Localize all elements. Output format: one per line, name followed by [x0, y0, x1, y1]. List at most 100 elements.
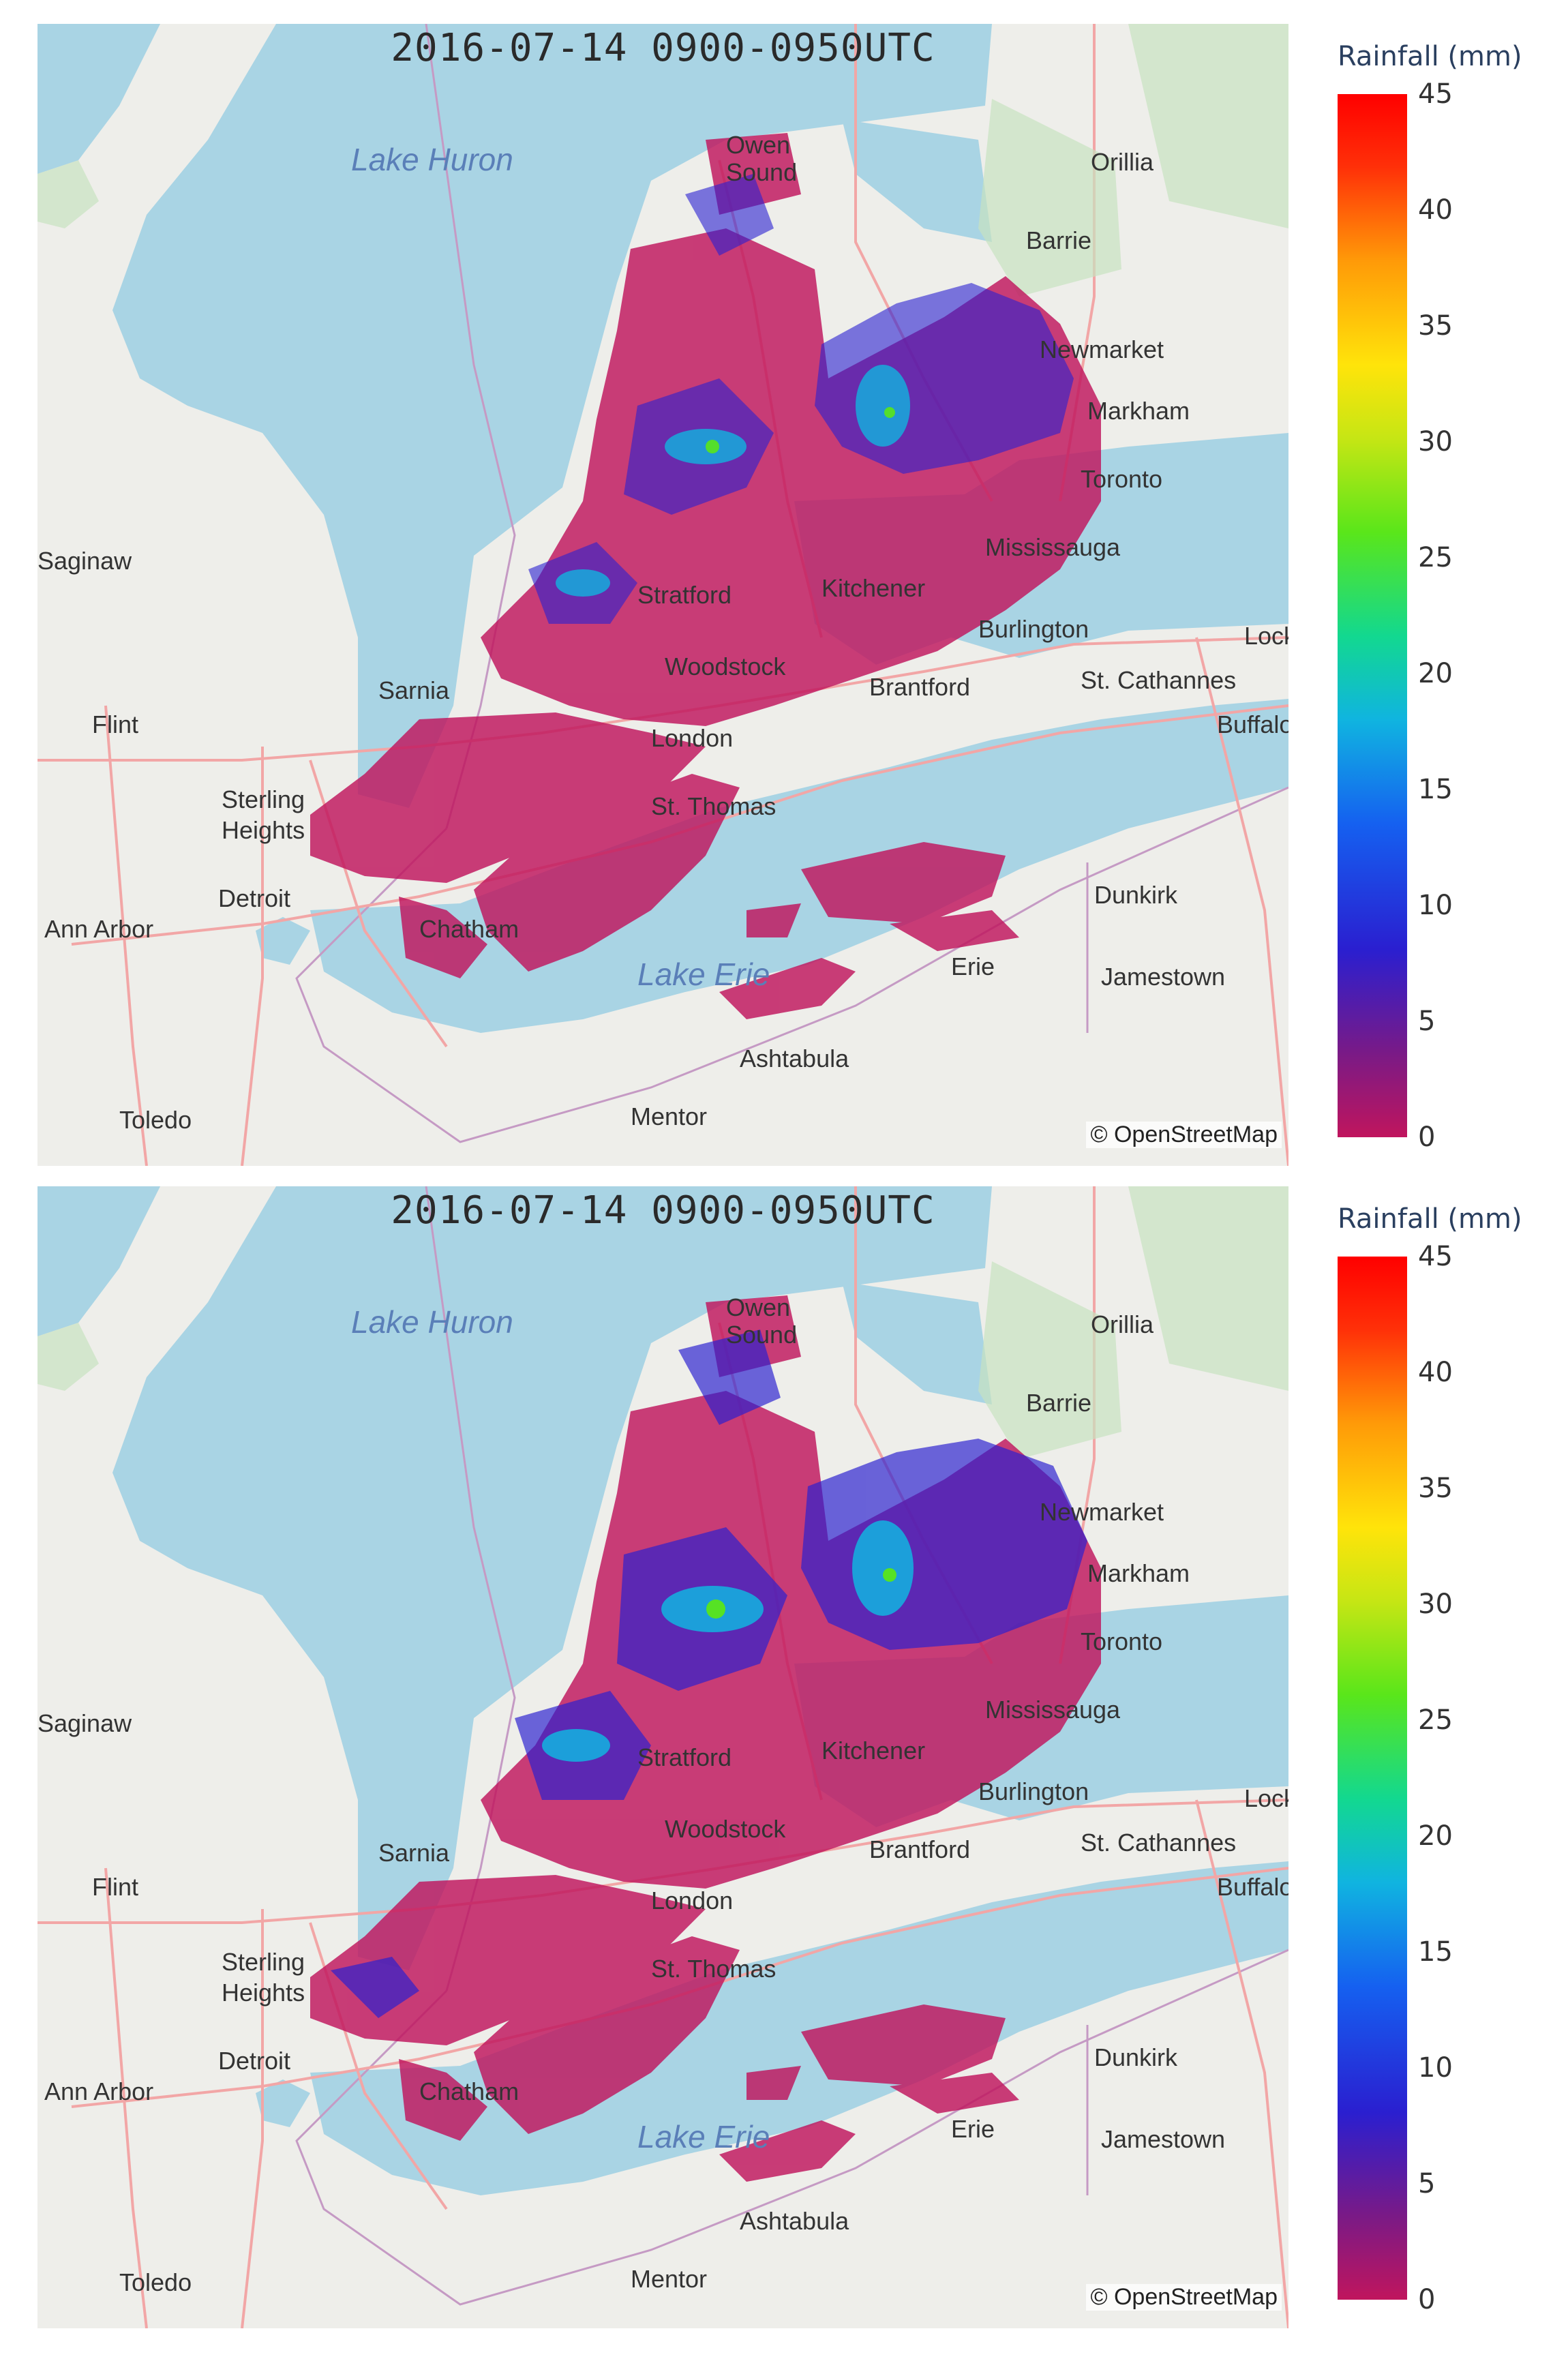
colorbar-tick: 0 [1418, 1122, 1436, 1153]
svg-text:Lake Huron: Lake Huron [351, 142, 513, 177]
svg-text:Sterling: Sterling [222, 785, 305, 813]
svg-text:Woodstock: Woodstock [665, 1815, 786, 1843]
svg-text:Saginaw: Saginaw [37, 547, 132, 575]
svg-text:Brantford: Brantford [869, 673, 970, 701]
svg-text:Erie: Erie [951, 952, 995, 980]
svg-text:London: London [651, 724, 733, 752]
svg-text:Ashtabula: Ashtabula [740, 2207, 849, 2235]
svg-text:Burlington: Burlington [978, 615, 1089, 643]
svg-text:Stratford: Stratford [637, 1743, 732, 1771]
svg-text:Dunkirk: Dunkirk [1094, 2043, 1178, 2071]
svg-text:Markham: Markham [1087, 1559, 1190, 1587]
svg-text:Newmarket: Newmarket [1040, 335, 1164, 363]
svg-text:Toledo: Toledo [119, 1106, 192, 1134]
colorbar-tick: 30 [1418, 1589, 1453, 1620]
svg-text:Toledo: Toledo [119, 2268, 192, 2296]
svg-text:Mentor: Mentor [631, 1102, 707, 1130]
svg-text:Orillia: Orillia [1091, 1310, 1154, 1338]
colorbar-tick: 20 [1418, 1820, 1453, 1852]
svg-text:Woodstock: Woodstock [665, 652, 786, 680]
rainfall-colorbar [1338, 94, 1407, 1137]
svg-text:Sound: Sound [726, 1321, 797, 1349]
svg-text:Kitchener: Kitchener [821, 1737, 925, 1764]
svg-text:Toronto: Toronto [1081, 1627, 1162, 1655]
colorbar-tick: 40 [1418, 1357, 1453, 1388]
map-title: 2016-07-14 0900-0950UTC [391, 1188, 935, 1233]
svg-text:Lake Erie: Lake Erie [637, 2119, 770, 2154]
svg-text:Dunkirk: Dunkirk [1094, 881, 1178, 909]
colorbar-tick: 25 [1418, 1704, 1453, 1736]
colorbar-title: Rainfall (mm) [1338, 1203, 1522, 1235]
colorbar-tick: 15 [1418, 1936, 1453, 1968]
svg-text:Markham: Markham [1087, 397, 1190, 425]
svg-text:Heights: Heights [222, 816, 305, 844]
svg-text:Jamestown: Jamestown [1101, 2125, 1225, 2153]
svg-text:Stratford: Stratford [637, 581, 732, 609]
svg-text:Burlington: Burlington [978, 1777, 1089, 1805]
svg-text:Owen: Owen [726, 131, 790, 159]
colorbar-tick: 45 [1418, 78, 1453, 110]
colorbar-title: Rainfall (mm) [1338, 41, 1522, 72]
svg-text:Erie: Erie [951, 2115, 995, 2143]
colorbar-tick: 15 [1418, 774, 1453, 805]
colorbar-tick: 30 [1418, 426, 1453, 457]
svg-text:Mississauga: Mississauga [985, 533, 1121, 561]
colorbar-tick: 5 [1418, 2168, 1436, 2199]
svg-text:Detroit: Detroit [218, 884, 290, 912]
colorbar-tick: 10 [1418, 890, 1453, 921]
svg-text:Flint: Flint [92, 710, 138, 738]
map-panel-bottom: Lake Huron Lake Erie Owen Sound Orillia … [0, 1162, 1568, 2328]
svg-text:St. Thomas: St. Thomas [651, 1955, 776, 1983]
svg-text:Chatham: Chatham [419, 2077, 519, 2105]
svg-text:St. Thomas: St. Thomas [651, 792, 776, 820]
svg-text:Lock: Lock [1244, 1784, 1288, 1812]
svg-text:Mississauga: Mississauga [985, 1696, 1121, 1724]
svg-text:Brantford: Brantford [869, 1835, 970, 1863]
svg-text:St. Cathannes: St. Cathannes [1081, 666, 1236, 694]
svg-text:Newmarket: Newmarket [1040, 1498, 1164, 1526]
svg-text:Buffalo: Buffalo [1217, 710, 1288, 738]
colorbar-tick: 35 [1418, 310, 1453, 342]
svg-text:Jamestown: Jamestown [1101, 963, 1225, 991]
map-title: 2016-07-14 0900-0950UTC [391, 26, 935, 70]
svg-text:Sarnia: Sarnia [378, 676, 450, 704]
svg-text:Orillia: Orillia [1091, 148, 1154, 176]
svg-text:Sound: Sound [726, 158, 797, 186]
svg-text:Ann Arbor: Ann Arbor [44, 2077, 153, 2105]
rainfall-map[interactable]: Lake Huron Lake Erie Owen Sound Orillia … [37, 24, 1288, 1166]
svg-text:Barrie: Barrie [1026, 226, 1091, 254]
svg-text:Ann Arbor: Ann Arbor [44, 915, 153, 943]
colorbar-tick: 5 [1418, 1006, 1436, 1037]
svg-text:Heights: Heights [222, 1979, 305, 2007]
rainfall-map[interactable]: Lake Huron Lake Erie Owen Sound Orillia … [37, 1186, 1288, 2328]
svg-text:Lake Erie: Lake Erie [637, 957, 770, 992]
map-panel-top: Lake Huron Lake Erie Owen Sound Orillia … [0, 0, 1568, 1166]
svg-text:Sterling: Sterling [222, 1948, 305, 1976]
basemap: Lake Huron Lake Erie Owen Sound Orillia … [37, 1186, 1288, 2328]
svg-text:Kitchener: Kitchener [821, 574, 925, 602]
svg-text:Ashtabula: Ashtabula [740, 1045, 849, 1072]
svg-text:Barrie: Barrie [1026, 1389, 1091, 1417]
svg-text:St. Cathannes: St. Cathannes [1081, 1829, 1236, 1857]
colorbar-tick: 45 [1418, 1241, 1453, 1272]
svg-text:Mentor: Mentor [631, 2265, 707, 2293]
colorbar-tick: 40 [1418, 194, 1453, 226]
svg-text:Toronto: Toronto [1081, 465, 1162, 493]
colorbar-tick: 20 [1418, 658, 1453, 689]
svg-text:Owen: Owen [726, 1293, 790, 1321]
basemap: Lake Huron Lake Erie Owen Sound Orillia … [37, 24, 1288, 1166]
rainfall-colorbar [1338, 1257, 1407, 2300]
svg-text:Buffalo: Buffalo [1217, 1873, 1288, 1901]
map-attribution-link[interactable]: © OpenStreetMap [1086, 1122, 1282, 1148]
svg-text:Lock: Lock [1244, 622, 1288, 650]
svg-text:Sarnia: Sarnia [378, 1839, 450, 1867]
map-attribution-link[interactable]: © OpenStreetMap [1086, 2284, 1282, 2311]
colorbar-tick: 35 [1418, 1473, 1453, 1504]
svg-text:Chatham: Chatham [419, 915, 519, 943]
svg-text:London: London [651, 1887, 733, 1914]
colorbar-tick: 25 [1418, 542, 1453, 573]
svg-text:Detroit: Detroit [218, 2047, 290, 2075]
svg-text:Saginaw: Saginaw [37, 1709, 132, 1737]
svg-text:Lake Huron: Lake Huron [351, 1304, 513, 1340]
colorbar-tick: 10 [1418, 2052, 1453, 2084]
